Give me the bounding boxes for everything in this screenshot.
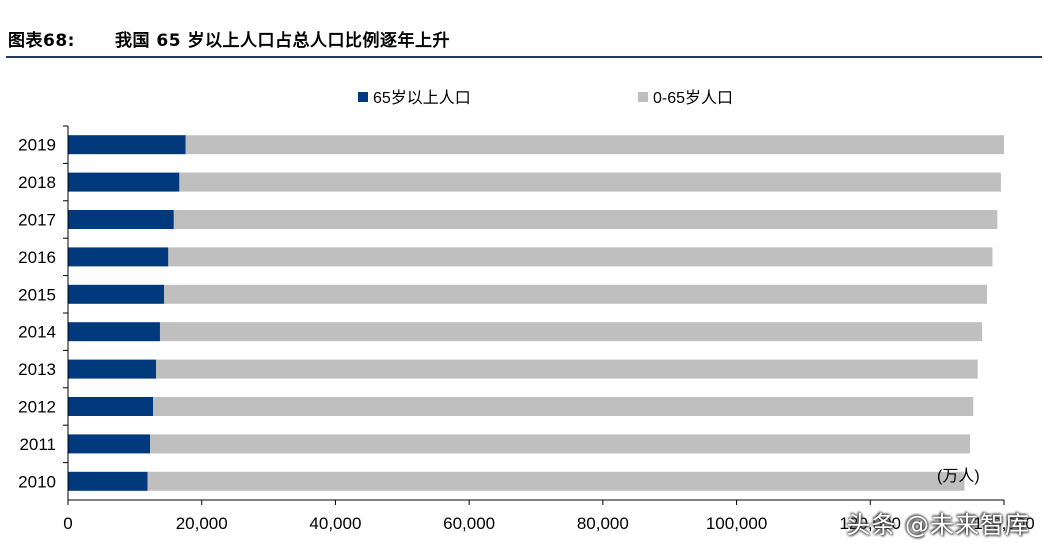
bar-other-2018 <box>179 172 1001 192</box>
bar-senior-2017 <box>68 210 174 229</box>
bar-other-2011 <box>150 434 971 454</box>
legend-label-senior: 65岁以上人口 <box>373 89 471 107</box>
bar-other-2010 <box>147 471 965 491</box>
bar-senior-2012 <box>68 397 154 416</box>
x-tick-label-80,000: 80,000 <box>577 514 629 533</box>
y-tick-label-2013: 2013 <box>18 360 56 379</box>
y-tick-label-2012: 2012 <box>18 398 56 417</box>
x-tick-label-100,000: 100,000 <box>706 514 767 533</box>
bar-other-2013 <box>155 359 978 379</box>
y-tick-label-2010: 2010 <box>18 472 56 491</box>
x-tick-label-20,000: 20,000 <box>176 514 228 533</box>
y-tick-label-2015: 2015 <box>18 285 56 304</box>
bar-senior-2019 <box>68 135 186 155</box>
x-tick-label-0: 0 <box>63 514 72 533</box>
x-tick-label-40,000: 40,000 <box>309 514 361 533</box>
bar-other-2016 <box>168 247 993 267</box>
bar-senior-2010 <box>68 471 148 491</box>
bar-senior-2013 <box>68 359 156 379</box>
watermark: 头条 @未来智库 <box>846 511 1030 539</box>
legend: 65岁以上人口 0-65岁人口 <box>358 89 733 107</box>
unit-label: (万人) <box>937 467 980 485</box>
legend-swatch-senior <box>358 92 368 102</box>
y-tick-label-2016: 2016 <box>18 248 56 267</box>
bar-senior-2018 <box>68 172 180 192</box>
bars-group <box>68 135 1005 491</box>
legend-swatch-other <box>638 92 648 102</box>
bar-senior-2011 <box>68 434 151 454</box>
title-divider <box>6 56 1042 58</box>
legend-label-other: 0-65岁人口 <box>653 89 733 107</box>
bar-senior-2015 <box>68 284 165 304</box>
bar-other-2012 <box>153 397 974 416</box>
bar-other-2014 <box>159 322 983 342</box>
y-tick-label-2014: 2014 <box>18 323 56 342</box>
bar-senior-2016 <box>68 247 169 267</box>
x-tick-label-140,000: 140,000 <box>973 514 1034 533</box>
figure-label: 图表68: <box>8 31 75 51</box>
bar-senior-2014 <box>68 322 160 342</box>
y-tick-label-2019: 2019 <box>18 136 56 155</box>
y-tick-label-2017: 2017 <box>18 211 56 230</box>
y-tick-label-2018: 2018 <box>18 173 56 192</box>
y-axis-labels: 2019 2018 2017 2016 2015 2014 2013 2012 2011 2010 <box>18 125 68 491</box>
x-axis-ticks: 0 20,000 40,000 60,000 80,000 100,000 120,000 1… <box>63 500 1035 533</box>
y-tick-label-2011: 2011 <box>19 435 56 454</box>
figure-title-text: 我国 65 岁以上人口占总人口比例逐年上升 <box>114 31 450 51</box>
x-tick-label-60,000: 60,000 <box>443 514 495 533</box>
bar-other-2015 <box>164 284 988 304</box>
bar-other-2017 <box>173 210 998 229</box>
bar-other-2019 <box>185 135 1005 155</box>
x-tick-label-120,000: 120,000 <box>840 514 901 533</box>
figure-title: 图表68: 我国 65 岁以上人口占总人口比例逐年上升 <box>8 26 450 51</box>
